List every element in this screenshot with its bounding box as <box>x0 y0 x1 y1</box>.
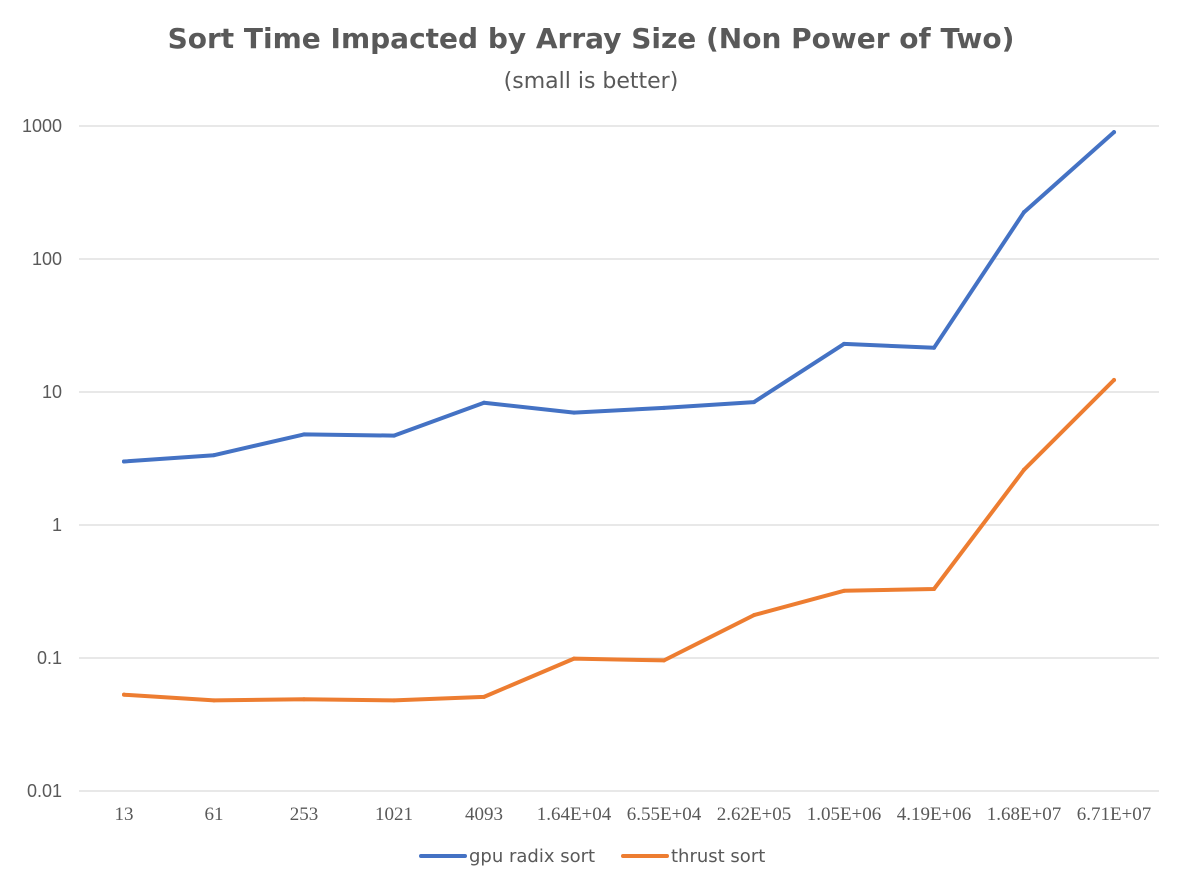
data-point-gpu-radix-sort <box>122 459 126 464</box>
data-point-gpu-radix-sort <box>752 400 756 405</box>
data-point-thrust-sort <box>842 588 846 593</box>
chart-subtitle: (small is better) <box>504 69 679 94</box>
series-line-thrust-sort <box>122 378 1116 703</box>
x-tick-label: 6.55E+04 <box>627 804 702 825</box>
data-point-thrust-sort <box>212 698 216 703</box>
data-point-thrust-sort <box>752 613 756 618</box>
data-point-thrust-sort <box>122 692 126 697</box>
y-tick-label: 10 <box>42 382 62 402</box>
x-axis-tick-labels: 13 61 253 1021 4093 1.64E+04 6.55E+04 2.62E+05 1… <box>115 804 1152 825</box>
y-tick-label: 1 <box>52 515 62 535</box>
y-axis-tick-labels: 1000 100 10 1 0.1 0.01 <box>22 116 62 801</box>
series-line-gpu-radix-sort <box>122 130 1116 464</box>
data-point-gpu-radix-sort <box>1112 130 1116 135</box>
legend: gpu radix sort thrust sort <box>419 846 765 867</box>
x-tick-label: 1.68E+07 <box>987 804 1062 825</box>
data-point-thrust-sort <box>1112 378 1116 383</box>
data-point-thrust-sort <box>572 656 576 661</box>
legend-label-thrust-sort: thrust sort <box>671 846 765 867</box>
x-tick-label: 4093 <box>465 804 503 825</box>
data-point-gpu-radix-sort <box>572 410 576 415</box>
y-tick-label: 1000 <box>22 116 62 136</box>
x-tick-label: 1.05E+06 <box>807 804 882 825</box>
x-tick-label: 253 <box>290 804 319 825</box>
x-tick-label: 13 <box>115 804 134 825</box>
data-point-thrust-sort <box>392 698 396 703</box>
y-tick-label: 0.1 <box>37 648 62 668</box>
series-lines <box>122 130 1116 703</box>
chart-title: Sort Time Impacted by Array Size (Non Po… <box>168 22 1015 55</box>
data-point-thrust-sort <box>662 658 666 663</box>
x-tick-label: 61 <box>205 804 224 825</box>
x-tick-label: 2.62E+05 <box>717 804 792 825</box>
data-point-thrust-sort <box>932 587 936 592</box>
data-point-gpu-radix-sort <box>212 453 216 458</box>
data-point-gpu-radix-sort <box>302 432 306 437</box>
data-point-gpu-radix-sort <box>932 345 936 350</box>
data-point-thrust-sort <box>302 697 306 702</box>
legend-label-gpu-radix-sort: gpu radix sort <box>469 846 595 867</box>
data-point-thrust-sort <box>482 694 486 699</box>
data-point-gpu-radix-sort <box>662 405 666 410</box>
y-tick-label: 0.01 <box>27 781 62 801</box>
data-point-thrust-sort <box>1022 467 1026 472</box>
data-point-gpu-radix-sort <box>1022 210 1026 215</box>
x-tick-label: 6.71E+07 <box>1077 804 1152 825</box>
data-point-gpu-radix-sort <box>482 400 486 405</box>
x-tick-label: 1021 <box>375 804 413 825</box>
data-point-gpu-radix-sort <box>842 341 846 346</box>
gridlines <box>79 125 1159 792</box>
x-tick-label: 4.19E+06 <box>897 804 972 825</box>
data-point-gpu-radix-sort <box>392 433 396 438</box>
x-tick-label: 1.64E+04 <box>537 804 612 825</box>
y-tick-label: 100 <box>32 249 62 269</box>
